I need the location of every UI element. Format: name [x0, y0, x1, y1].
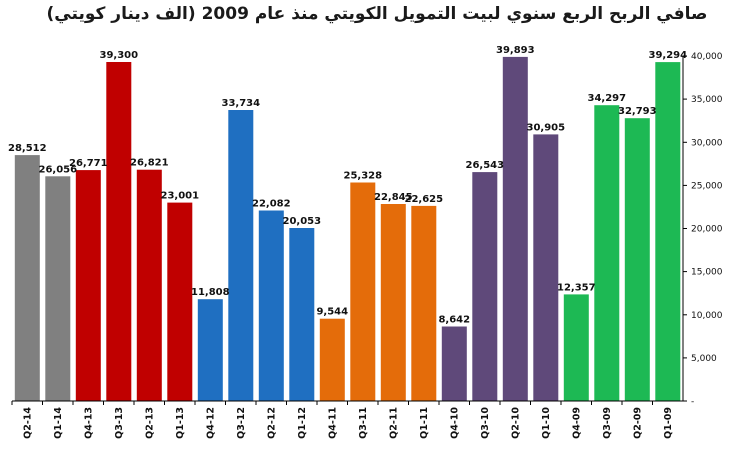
y-tick-label: -: [691, 397, 694, 407]
bar-q2-14: [14, 155, 40, 401]
bar-q4-11: [319, 318, 345, 401]
value-label-q3-13: 39,300: [100, 50, 139, 61]
bar-q1-09: [655, 62, 681, 401]
x-tick-label-q4-11: Q4-11: [327, 407, 338, 439]
value-label-q1-13: 23,001: [161, 191, 200, 202]
value-label-q1-12: 20,053: [283, 216, 322, 227]
y-tick-label: 40,000: [691, 52, 723, 62]
x-tick-label-q2-13: Q2-13: [144, 407, 155, 439]
x-tick-label-q1-10: Q1-10: [541, 407, 552, 439]
bar-q1-10: [533, 134, 559, 401]
chart-title: صافي الربح الربع سنوي لبيت التمويل الكوي…: [46, 4, 708, 24]
x-tick-label-q1-14: Q1-14: [53, 407, 64, 439]
value-label-q4-12: 11,808: [191, 287, 230, 298]
value-label-q3-09: 34,297: [588, 93, 627, 104]
x-tick-label-q4-13: Q4-13: [83, 407, 94, 439]
x-tick-label-q2-10: Q2-10: [510, 407, 521, 439]
bar-q3-11: [350, 182, 376, 401]
value-label-q2-12: 22,082: [252, 199, 291, 210]
bar-q2-09: [624, 118, 650, 401]
value-label-q1-11: 22,625: [405, 194, 444, 205]
x-tick-label-q2-12: Q2-12: [266, 407, 277, 439]
x-tick-label-q1-13: Q1-13: [175, 407, 186, 439]
value-label-q4-11: 9,544: [316, 307, 348, 318]
y-tick-label: 25,000: [691, 181, 723, 191]
x-tick-label-q3-09: Q3-09: [602, 407, 613, 439]
bar-q3-09: [594, 105, 620, 401]
bar-q2-10: [502, 56, 528, 402]
x-tick-label-q1-12: Q1-12: [297, 407, 308, 439]
x-tick-label-q4-09: Q4-09: [571, 407, 582, 439]
value-label-q2-11: 22,845: [374, 192, 413, 203]
x-tick-label-q3-11: Q3-11: [358, 407, 369, 439]
x-tick-label-q3-10: Q3-10: [480, 407, 491, 439]
value-label-q1-10: 30,905: [527, 122, 566, 133]
x-tick-label-q3-12: Q3-12: [236, 407, 247, 439]
bar-q4-09: [563, 294, 589, 401]
x-tick-label-q4-12: Q4-12: [205, 407, 216, 439]
y-tick-label: 30,000: [691, 138, 723, 148]
value-label-q4-13: 26,771: [69, 158, 108, 169]
y-tick-label: 15,000: [691, 268, 723, 278]
bar-q1-13: [167, 202, 193, 401]
value-label-q2-14: 28,512: [8, 143, 47, 154]
bar-q3-12: [228, 110, 254, 401]
bar-q3-10: [472, 172, 498, 401]
bar-q4-13: [75, 170, 101, 401]
bar-q2-13: [136, 169, 162, 401]
value-label-q2-10: 39,893: [496, 45, 535, 56]
value-label-q2-13: 26,821: [130, 158, 169, 169]
value-label-q3-11: 25,328: [344, 171, 383, 182]
x-tick-label-q3-13: Q3-13: [114, 407, 125, 439]
value-label-q4-09: 12,357: [557, 282, 596, 293]
y-tick-label: 20,000: [691, 225, 723, 235]
bar-q1-12: [289, 228, 315, 401]
value-label-q1-09: 39,294: [649, 50, 688, 61]
bar-q2-11: [380, 204, 406, 401]
value-label-q2-09: 32,793: [618, 106, 657, 117]
value-label-q1-14: 26,056: [39, 164, 78, 175]
value-label-q3-10: 26,543: [466, 160, 505, 171]
y-tick-label: 5,000: [691, 354, 717, 364]
x-tick-label-q1-11: Q1-11: [419, 407, 430, 439]
x-tick-label-q2-09: Q2-09: [632, 407, 643, 439]
y-tick-label: 35,000: [691, 95, 723, 105]
value-label-q3-12: 33,734: [222, 98, 261, 109]
bar-q3-13: [106, 62, 132, 401]
bar-q4-12: [197, 299, 223, 401]
x-tick-label-q4-10: Q4-10: [449, 407, 460, 439]
x-tick-label-q2-11: Q2-11: [388, 407, 399, 439]
axes-group: Q2-14 Q1-14 Q4-13 Q3-13 Q2-13 Q1-13 Q4-12 Q3-12…: [11, 52, 723, 439]
bar-q1-14: [45, 176, 71, 401]
x-tick-label-q1-09: Q1-09: [663, 407, 674, 439]
x-tick-label-q2-14: Q2-14: [22, 407, 33, 439]
bar-q4-10: [441, 326, 467, 401]
bar-q2-12: [258, 210, 284, 401]
bar-q1-11: [411, 205, 437, 401]
value-label-q4-10: 8,642: [438, 315, 470, 326]
y-tick-label: 10,000: [691, 311, 723, 321]
bars-group: [14, 56, 681, 402]
